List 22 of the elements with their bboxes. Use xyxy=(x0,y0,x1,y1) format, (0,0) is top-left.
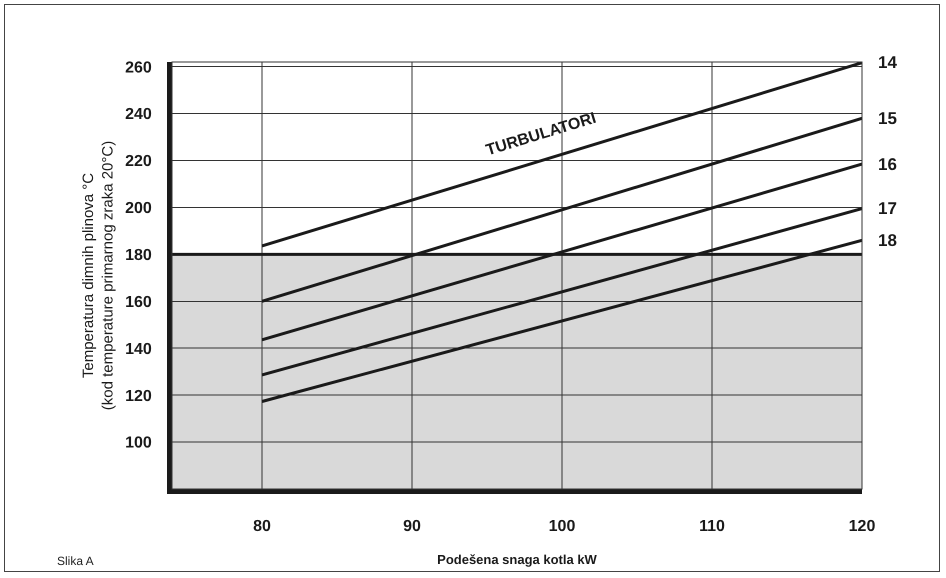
series-label: 17 xyxy=(878,199,897,218)
y-tick-label: 240 xyxy=(125,106,152,124)
y-tick-label: 220 xyxy=(125,153,152,170)
y-tick-label: 100 xyxy=(125,434,152,452)
y-tick-label: 200 xyxy=(125,200,152,218)
series-label: 16 xyxy=(878,155,897,174)
y-axis-title: Temperatura dimnih plinova °C (kod temperature primarnog zraka 20°C) xyxy=(80,140,116,410)
series-label: 18 xyxy=(878,231,897,250)
x-tick-label: 100 xyxy=(548,518,576,536)
series-label: 14 xyxy=(878,53,898,72)
y-tick-label: 180 xyxy=(125,246,152,264)
y-tick-label: 140 xyxy=(125,340,152,358)
text: Slika A xyxy=(57,554,94,568)
x-tick-label: 90 xyxy=(403,518,421,536)
x-axis-title: Podešena snaga kotla kW xyxy=(437,552,598,567)
x-tick-label: 110 xyxy=(699,518,726,536)
y-tick-label: 120 xyxy=(125,388,152,405)
y-tick-label: 160 xyxy=(125,294,152,311)
x-tick-label: 120 xyxy=(848,518,876,536)
y-tick-label: 260 xyxy=(125,59,152,76)
series-label: 15 xyxy=(878,109,897,128)
x-tick-label: 80 xyxy=(253,518,271,536)
